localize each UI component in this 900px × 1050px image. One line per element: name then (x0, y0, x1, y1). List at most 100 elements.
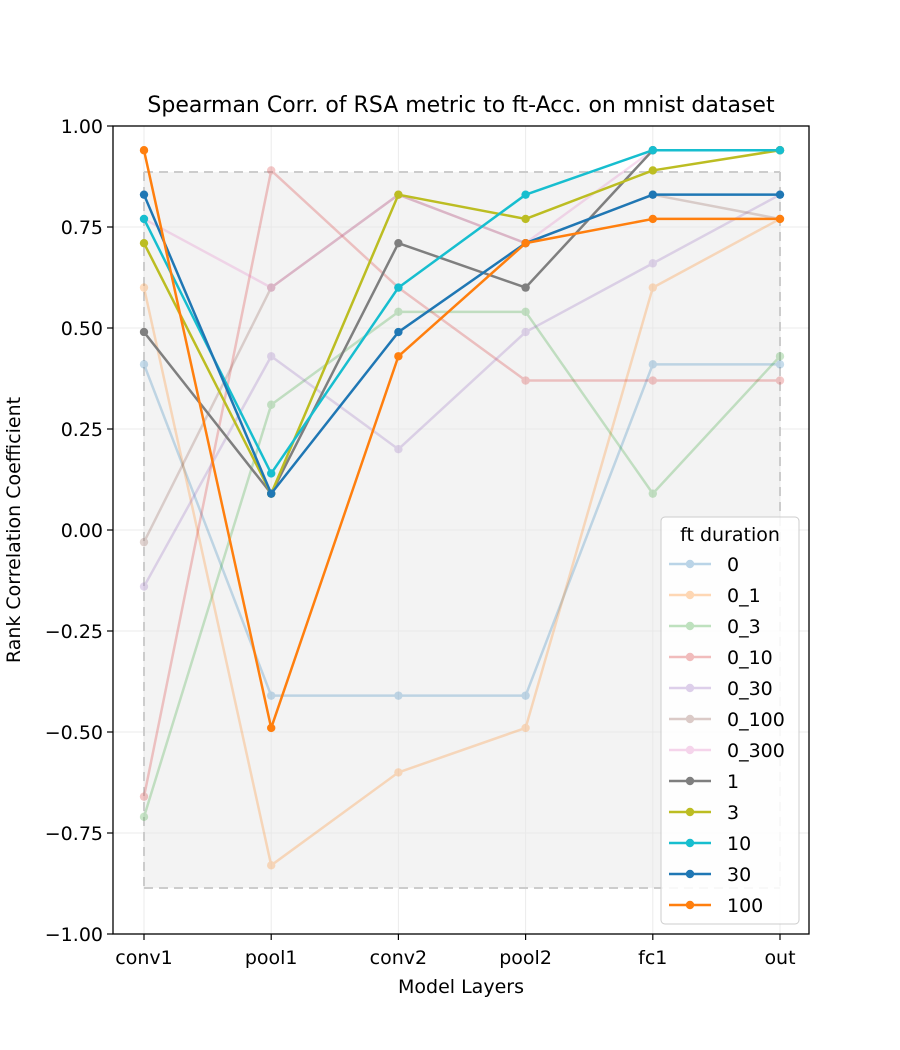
legend-marker (669, 838, 711, 848)
legend-point (685, 900, 695, 910)
data-point (394, 283, 403, 292)
series-line (142, 193, 780, 495)
data-point (775, 146, 785, 155)
data-point (775, 190, 785, 199)
y-tick-label: −0.75 (45, 823, 103, 845)
legend-label: 30 (727, 864, 751, 886)
data-point (394, 352, 403, 361)
data-point (139, 146, 149, 155)
data-point (648, 166, 657, 175)
series-30 (139, 190, 785, 498)
legend-label: 3 (727, 802, 739, 824)
y-tick-label: −0.25 (45, 621, 103, 643)
legend-marker (669, 683, 711, 693)
legend-point (685, 683, 695, 693)
legend-label: 1 (727, 771, 739, 793)
series-100 (139, 146, 785, 733)
legend-label: 0 (727, 554, 739, 576)
data-point (775, 376, 785, 385)
data-point (648, 214, 657, 224)
x-axis-ticks: conv1 pool1 conv2 pool2 fc1 out (115, 934, 796, 969)
y-tick-label: 0.75 (61, 217, 103, 239)
legend-marker (669, 559, 711, 569)
data-point (648, 259, 657, 268)
x-tick-label: pool1 (245, 947, 298, 969)
data-point (775, 214, 785, 224)
series-0 (139, 360, 785, 700)
y-tick-label: −0.50 (45, 722, 103, 744)
chart-title: Spearman Corr. of RSA metric to ft-Acc. … (147, 93, 775, 118)
data-point (521, 307, 530, 317)
data-point (267, 489, 276, 498)
legend-marker (669, 776, 711, 786)
series-line (142, 169, 780, 797)
legend-label: 0_30 (727, 678, 773, 700)
legend-label: 0_1 (727, 585, 761, 607)
legend: ft duration 0 0_1 0_3 0_10 0_30 0_100 0_300 1 3 10… (660, 516, 800, 925)
data-point (139, 190, 149, 199)
series-line (142, 310, 781, 818)
data-point (139, 283, 149, 292)
x-tick-label: fc1 (638, 947, 667, 969)
data-point (648, 190, 657, 199)
legend-marker (669, 621, 711, 631)
data-point (521, 238, 530, 248)
data-point (139, 537, 149, 547)
data-point (267, 166, 276, 175)
legend-point (685, 652, 695, 662)
x-tick-label: pool2 (499, 947, 552, 969)
legend-point (685, 745, 695, 755)
legend-marker (669, 869, 711, 879)
data-point (267, 400, 276, 409)
legend-point (685, 869, 695, 879)
data-point (394, 691, 403, 700)
legend-marker (669, 807, 711, 817)
data-point (267, 469, 276, 478)
data-point (521, 283, 530, 292)
series-10 (139, 146, 785, 478)
legend-label: 100 (727, 895, 763, 917)
data-point (394, 327, 403, 337)
legend-label: 0_3 (727, 616, 761, 638)
data-point (521, 691, 530, 700)
data-point (267, 283, 276, 292)
data-point (394, 190, 403, 199)
y-tick-label: 0.50 (61, 318, 103, 340)
legend-label: 10 (727, 833, 751, 855)
data-point (521, 214, 530, 224)
data-point (775, 360, 785, 369)
data-point (267, 352, 276, 361)
data-point (521, 723, 530, 733)
data-point (267, 283, 276, 292)
y-axis-ticks: −1.00 −0.75 −0.50 −0.25 0.00 0.25 0.50 0.75 1.00 (45, 116, 113, 946)
series-0_3 (139, 307, 785, 822)
legend-marker (669, 714, 711, 724)
data-point (648, 146, 657, 155)
data-point (648, 376, 657, 385)
y-tick-label: 1.00 (61, 116, 103, 138)
x-axis-label: Model Layers (398, 976, 524, 998)
legend-point (685, 714, 695, 724)
data-point (139, 582, 149, 591)
data-point (521, 190, 530, 199)
data-point (394, 238, 403, 248)
legend-box (660, 516, 800, 925)
legend-marker (669, 590, 711, 600)
data-point (521, 376, 530, 385)
series-line (142, 149, 780, 730)
series-line (142, 149, 781, 495)
data-point (775, 352, 785, 361)
data-point (394, 445, 403, 454)
data-point (267, 723, 276, 733)
x-tick-label: conv2 (370, 947, 427, 969)
data-point (648, 283, 657, 292)
data-point (139, 214, 149, 224)
legend-label: 0_300 (727, 740, 785, 762)
series-line (142, 193, 781, 543)
data-point (267, 691, 276, 700)
data-point (394, 768, 403, 777)
legend-point (685, 621, 695, 631)
data-point (139, 360, 149, 369)
legend-point (685, 838, 695, 848)
